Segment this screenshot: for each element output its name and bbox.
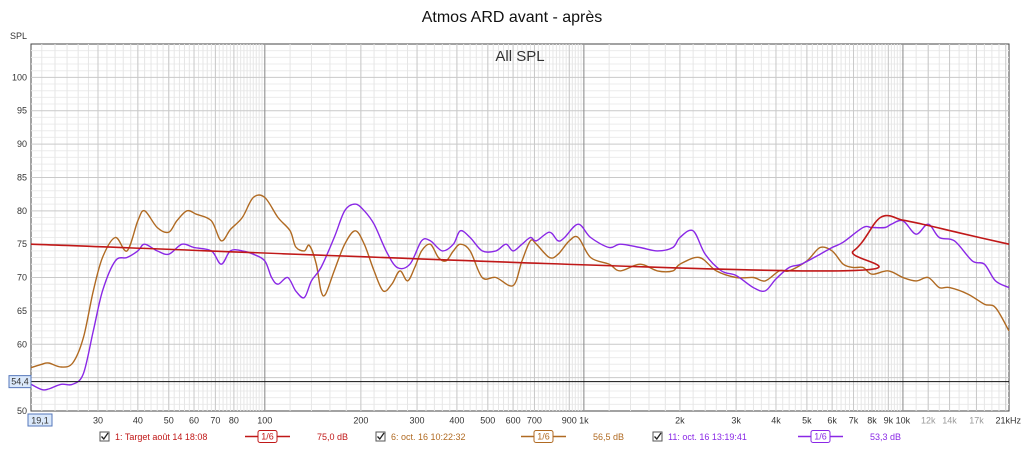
cursor-y-readout[interactable]: 54,4 xyxy=(8,375,32,389)
legend: 1: Target août 14 18:08 1/6 75,0 dB 6: oct.… xyxy=(99,430,901,443)
legend-level: 75,0 dB xyxy=(317,432,348,442)
legend-checkbox[interactable] xyxy=(375,431,386,442)
smoothing-button[interactable] xyxy=(533,430,554,443)
series-line-target xyxy=(30,214,1010,272)
check-icon xyxy=(101,432,109,441)
x-tick-label: 40 xyxy=(133,416,143,426)
legend-item[interactable]: 11: oct. 16 13:19:41 1/6 53,3 dB xyxy=(652,430,901,443)
x-tick-label: 700 xyxy=(527,416,542,426)
smoothing-button[interactable] xyxy=(810,430,831,443)
x-ticks: 30 40 50 60 70 80 100 200 300 400 500 600 700 900 1k 2k… xyxy=(93,416,1022,426)
legend-series-name: 11: oct. 16 13:19:41 xyxy=(668,432,747,442)
legend-item[interactable]: 6: oct. 16 10:22:32 1/6 56,5 dB xyxy=(375,430,624,443)
check-icon xyxy=(654,432,662,441)
x-tick-label: 30 xyxy=(93,416,103,426)
x-tick-label: 900 xyxy=(562,416,577,426)
series-line-oct16-131941 xyxy=(30,203,1010,391)
legend-level: 56,5 dB xyxy=(593,432,624,442)
series-line-oct16-102232 xyxy=(30,194,1010,369)
x-tick-label: 21kHz xyxy=(995,416,1021,426)
x-tick-label: 12k xyxy=(921,416,936,426)
y-tick-label: 95 xyxy=(17,106,27,116)
y-axis-label: SPL xyxy=(10,31,27,41)
x-tick-label: 6k xyxy=(827,416,837,426)
series-layer xyxy=(30,194,1010,391)
y-tick-label: 50 xyxy=(17,406,27,416)
x-tick-label: 50 xyxy=(164,416,174,426)
grid-major xyxy=(31,44,1009,411)
legend-series-name: 1: Target août 14 18:08 xyxy=(115,432,207,442)
x-tick-label: 60 xyxy=(189,416,199,426)
x-tick-label: 14k xyxy=(942,416,957,426)
y-tick-label: 70 xyxy=(17,273,27,283)
cursor-x-value: 19,1 xyxy=(31,416,49,426)
check-icon xyxy=(377,432,385,441)
x-tick-label: 500 xyxy=(480,416,495,426)
x-tick-label: 300 xyxy=(410,416,425,426)
x-tick-label: 100 xyxy=(257,416,272,426)
cursor-x-readout[interactable]: 19,1 xyxy=(27,413,53,427)
y-tick-label: 90 xyxy=(17,139,27,149)
x-tick-label: 7k xyxy=(849,416,859,426)
x-tick-label: 4k xyxy=(771,416,781,426)
y-tick-label: 75 xyxy=(17,239,27,249)
legend-checkbox[interactable] xyxy=(99,431,110,442)
x-tick-label: 9k xyxy=(884,416,894,426)
chart-title: Atmos ARD avant - après xyxy=(422,9,603,26)
x-tick-label: 5k xyxy=(802,416,812,426)
y-tick-label: 100 xyxy=(12,72,27,82)
y-tick-label: 65 xyxy=(17,306,27,316)
x-tick-label: 600 xyxy=(506,416,521,426)
smoothing-label: 1/6 xyxy=(261,432,274,442)
smoothing-label: 1/6 xyxy=(814,432,827,442)
cursor-y-value: 54,4 xyxy=(11,377,29,387)
x-tick-label: 10k xyxy=(896,416,911,426)
x-tick-label: 2k xyxy=(675,416,685,426)
legend-level: 53,3 dB xyxy=(870,432,901,442)
x-tick-label: 80 xyxy=(229,416,239,426)
legend-series-name: 6: oct. 16 10:22:32 xyxy=(391,432,466,442)
chart-subtitle: All SPL xyxy=(495,48,544,65)
y-tick-label: 60 xyxy=(17,339,27,349)
legend-item[interactable]: 1: Target août 14 18:08 1/6 75,0 dB xyxy=(99,430,348,443)
x-tick-label: 70 xyxy=(210,416,220,426)
x-tick-label: 17k xyxy=(969,416,984,426)
smoothing-button[interactable] xyxy=(257,430,278,443)
smoothing-label: 1/6 xyxy=(537,432,550,442)
x-tick-label: 3k xyxy=(731,416,741,426)
y-tick-label: 80 xyxy=(17,206,27,216)
legend-checkbox[interactable] xyxy=(652,431,663,442)
x-tick-label: 1k xyxy=(579,416,589,426)
y-tick-label: 85 xyxy=(17,172,27,182)
y-ticks: 50 60 65 70 75 80 85 90 95 100 xyxy=(12,72,27,416)
x-tick-label: 8k xyxy=(867,416,877,426)
x-tick-label: 200 xyxy=(353,416,368,426)
x-tick-label: 400 xyxy=(449,416,464,426)
